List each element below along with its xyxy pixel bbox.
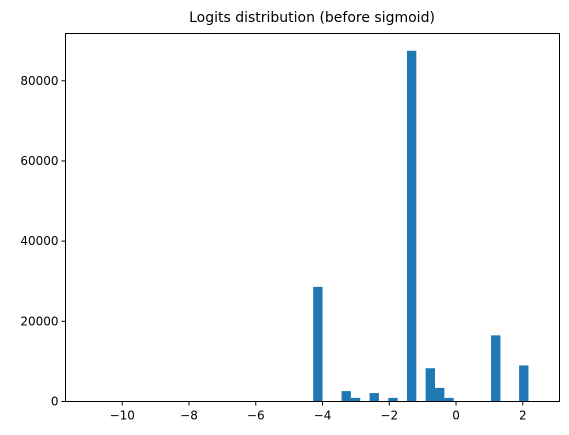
histogram-bar <box>406 50 417 402</box>
y-tick-label: 0 <box>51 395 59 409</box>
histogram-bar <box>519 365 529 402</box>
chart-title: Logits distribution (before sigmoid) <box>189 10 435 26</box>
y-tick-label: 60000 <box>20 154 58 168</box>
x-tick-label: 0 <box>452 409 460 423</box>
plot-frame <box>65 33 560 402</box>
x-tick-label: −10 <box>110 409 135 423</box>
bars-group <box>313 50 529 402</box>
histogram-bar <box>435 387 445 402</box>
y-tick-label: 40000 <box>20 234 58 248</box>
histogram-bar <box>341 391 351 402</box>
x-tick-label: −8 <box>180 409 198 423</box>
y-axis-ticks: 0 20000 40000 60000 80000 <box>20 74 66 409</box>
histogram-bar <box>388 397 398 402</box>
x-tick-label: −6 <box>247 409 265 423</box>
histogram-bar <box>369 393 379 402</box>
x-axis-ticks: −10 −8 −6 −4 −2 0 2 <box>110 401 527 423</box>
histogram-bar <box>350 397 361 402</box>
x-tick-label: −2 <box>380 409 398 423</box>
histogram-bar <box>491 335 501 402</box>
histogram-bar <box>313 286 323 402</box>
x-tick-label: 2 <box>519 409 527 423</box>
histogram-bar <box>425 368 435 402</box>
x-tick-label: −4 <box>314 409 332 423</box>
histogram-bar <box>444 397 454 402</box>
y-tick-label: 20000 <box>20 314 58 328</box>
y-tick-label: 80000 <box>20 74 58 88</box>
